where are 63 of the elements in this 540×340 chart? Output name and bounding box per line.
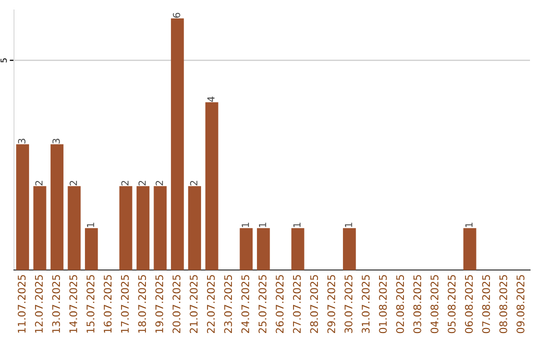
data-label: 6 <box>172 12 180 18</box>
x-tick-label: 02.08.2025 <box>396 275 404 334</box>
bar <box>33 186 46 270</box>
x-tick-label: 20.07.2025 <box>172 275 180 334</box>
data-label: 2 <box>70 180 77 186</box>
bar <box>342 228 356 270</box>
data-label: 1 <box>242 222 249 227</box>
x-tick-label: 04.08.2025 <box>430 275 438 334</box>
x-tick-label: 27.07.2025 <box>292 275 301 334</box>
data-label: 2 <box>138 180 146 186</box>
x-tick-label: 21.07.2025 <box>190 275 198 334</box>
bar <box>291 228 304 270</box>
x-tick-label: 14.07.2025 <box>69 275 78 333</box>
bar <box>205 102 218 270</box>
data-label: 2 <box>156 180 163 186</box>
x-tick-label: 12.07.2025 <box>34 275 43 333</box>
x-tick-label: 16.07.2025 <box>104 275 112 333</box>
x-tick-label: 08.08.2025 <box>499 275 508 334</box>
data-label: 3 <box>18 138 26 144</box>
x-tick-label: 05.08.2025 <box>448 275 456 334</box>
data-label: 1 <box>465 222 472 227</box>
bar <box>463 228 476 270</box>
bar <box>50 144 64 270</box>
bar <box>256 228 270 270</box>
bar <box>240 228 253 270</box>
data-label: 2 <box>121 180 128 186</box>
data-label: 4 <box>207 96 214 102</box>
x-tick-label: 13.07.2025 <box>52 275 60 333</box>
bar <box>119 186 132 270</box>
x-tick-label: 15.07.2025 <box>86 275 94 333</box>
bar <box>16 144 30 270</box>
x-tick-label: 31.07.2025 <box>362 275 370 334</box>
x-tick-label: 07.08.2025 <box>482 275 490 334</box>
data-label: 2 <box>35 180 42 186</box>
x-tick-label: 24.07.2025 <box>241 275 250 334</box>
data-label: 1 <box>344 222 352 227</box>
x-tick-label: 22.07.2025 <box>206 275 215 334</box>
x-tick-label: 19.07.2025 <box>155 275 164 333</box>
data-label: 2 <box>190 180 198 186</box>
x-tick-label: 25.07.2025 <box>258 275 266 334</box>
data-label: 1 <box>258 222 266 227</box>
x-tick-label: 30.07.2025 <box>344 275 352 334</box>
x-tick-label: 17.07.2025 <box>120 275 129 333</box>
x-tick-label: 26.07.2025 <box>276 275 284 334</box>
bar <box>154 186 167 270</box>
y-tick-label: 5 <box>0 58 7 62</box>
bar <box>170 18 184 270</box>
x-tick-label: 09.08.2025 <box>516 275 524 334</box>
data-label: 1 <box>293 222 300 227</box>
data-label: 3 <box>52 138 60 144</box>
x-tick-label: 01.08.2025 <box>378 275 387 334</box>
data-label: 1 <box>86 222 94 227</box>
x-tick-label: 11.07.2025 <box>18 275 26 333</box>
bar <box>136 186 150 270</box>
x-tick-label: 03.08.2025 <box>413 275 422 334</box>
x-tick-label: 28.07.2025 <box>310 275 318 334</box>
bar <box>188 186 202 270</box>
x-tick-label: 06.08.2025 <box>464 275 473 334</box>
bar <box>68 186 81 270</box>
x-tick-label: 23.07.2025 <box>224 275 232 334</box>
x-tick-label: 18.07.2025 <box>138 275 146 333</box>
bar <box>84 228 98 270</box>
x-tick-label: 29.07.2025 <box>327 275 336 334</box>
